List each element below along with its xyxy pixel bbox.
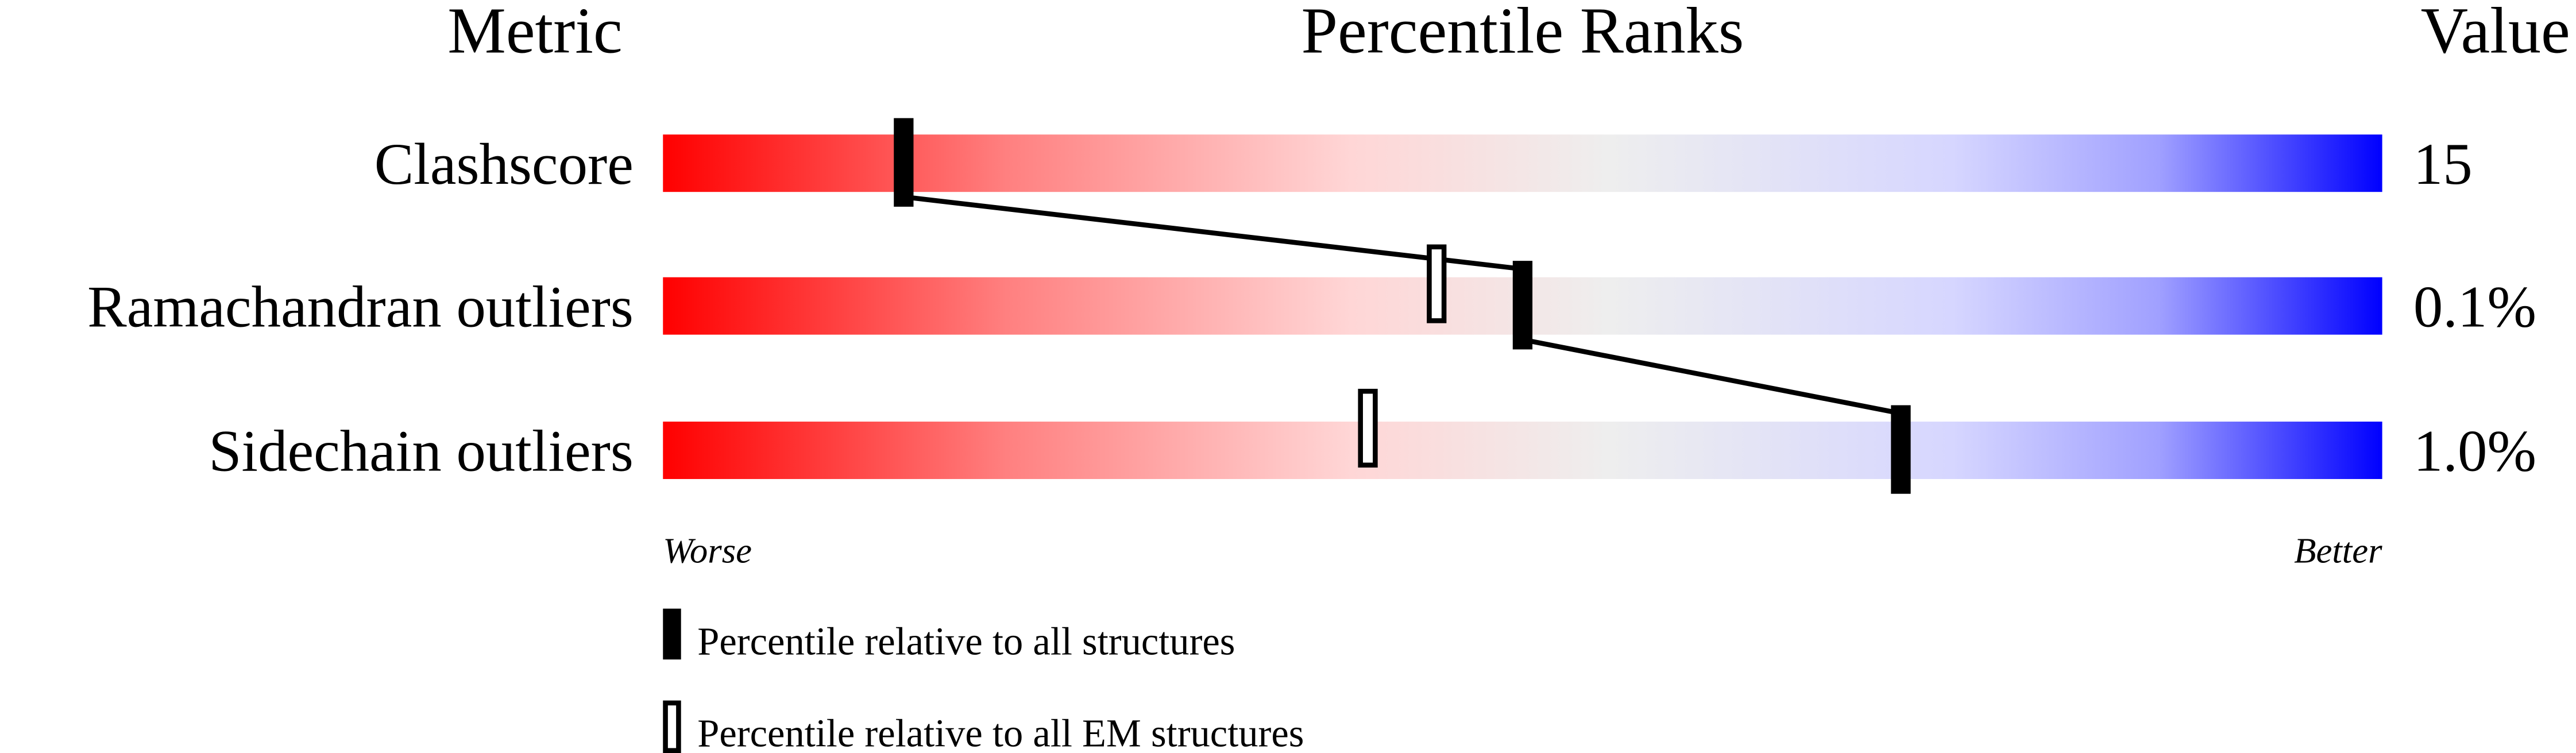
- percentile-bar: [663, 422, 2382, 480]
- percentile-bar: [663, 134, 2382, 192]
- header-percentile-ranks: Percentile Ranks: [1301, 0, 1744, 67]
- marker-all-percentile: [1512, 261, 1533, 350]
- legend-all-marker: [663, 608, 681, 660]
- marker-em-percentile: [1358, 388, 1378, 468]
- metric-value: 0.1%: [2413, 274, 2536, 339]
- legend-em-label: Percentile relative to all EM structures: [697, 712, 1304, 753]
- header-value: Value: [2421, 0, 2570, 67]
- metric-value: 1.0%: [2413, 419, 2536, 484]
- axis-better-label: Better: [2294, 531, 2382, 571]
- axis-worse-label: Worse: [663, 531, 752, 571]
- marker-all-percentile: [894, 118, 914, 207]
- metric-label: Ramachandran outliers: [87, 274, 634, 339]
- metric-value: 15: [2413, 132, 2473, 197]
- header-metric: Metric: [447, 0, 622, 67]
- metric-label: Clashscore: [374, 132, 634, 197]
- marker-em-percentile: [1427, 244, 1447, 323]
- metric-label: Sidechain outliers: [208, 419, 634, 484]
- marker-all-percentile: [1891, 405, 1911, 494]
- legend-em-marker: [663, 700, 681, 753]
- legend-all-label: Percentile relative to all structures: [697, 620, 1235, 663]
